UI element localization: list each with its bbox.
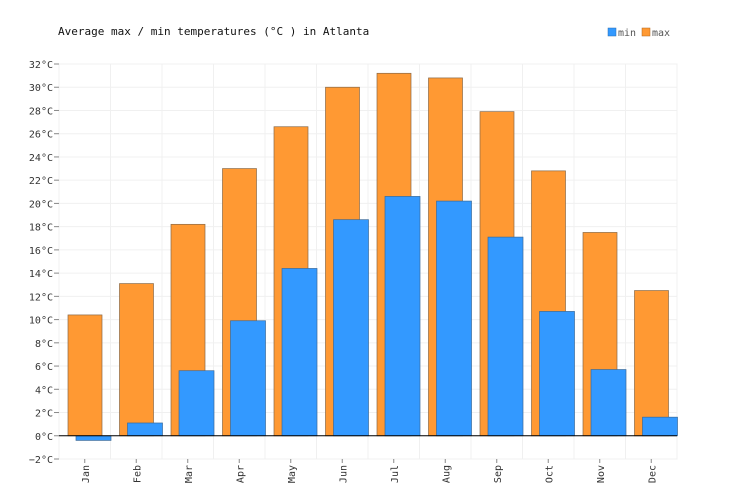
bar-min-jun	[333, 219, 369, 437]
x-tick-label: Mar	[184, 465, 195, 483]
legend-label-min: min	[618, 28, 636, 39]
y-tick-label: 32°C	[29, 60, 53, 71]
y-tick-label: 26°C	[29, 130, 53, 141]
y-tick-label: −2°C	[29, 455, 53, 466]
y-tick-label: 24°C	[29, 153, 53, 164]
x-tick-label: Feb	[132, 465, 143, 483]
x-tick-label: Apr	[235, 465, 246, 483]
legend-swatch-min	[607, 27, 617, 37]
y-tick-label: 4°C	[35, 385, 53, 396]
y-tick-label: 14°C	[29, 269, 53, 280]
legend: min max	[607, 27, 670, 39]
bar-min-dec	[642, 416, 678, 437]
x-tick-label: Nov	[596, 465, 607, 483]
bar-max-jan	[67, 314, 103, 437]
y-tick-label: 22°C	[29, 176, 53, 187]
y-tick-label: 28°C	[29, 106, 53, 117]
bar-min-jan	[75, 435, 112, 441]
bar-min-sep	[487, 236, 524, 437]
chart-title: Average max / min temperatures (°C ) in …	[58, 25, 369, 38]
x-tick-label: Jul	[390, 465, 401, 483]
bar-min-aug	[436, 200, 472, 437]
bar-min-apr	[230, 320, 266, 437]
x-tick-label: Jun	[338, 465, 349, 483]
y-tick-label: 30°C	[29, 83, 53, 94]
x-tick-label: Oct	[544, 465, 555, 483]
bar-min-jul	[384, 196, 421, 437]
bar-min-mar	[178, 370, 215, 437]
legend-swatch-max	[641, 27, 651, 37]
bars	[67, 72, 678, 441]
x-tick-label: Jan	[81, 465, 92, 483]
y-axis-ticks: −2°C 0°C 2°C 4°C 6°C 8°C 10°C 12°C 14°C 16°C 18°C 2…	[29, 60, 59, 466]
y-tick-label: 2°C	[35, 409, 53, 420]
bar-max-dec	[634, 290, 669, 437]
x-tick-label: Dec	[647, 465, 658, 483]
bar-min-feb	[127, 422, 163, 437]
y-tick-label: 16°C	[29, 246, 53, 257]
x-tick-label: May	[287, 465, 298, 483]
bar-max-feb	[119, 283, 154, 437]
bar-min-nov	[590, 369, 627, 437]
y-tick-label: 10°C	[29, 316, 53, 327]
y-tick-label: 0°C	[35, 432, 53, 443]
y-tick-label: 20°C	[29, 199, 53, 210]
x-axis-ticks: Jan Feb Mar Apr May Jun Jul Aug Sep Oct Nov Dec	[81, 459, 658, 483]
y-tick-label: 8°C	[35, 339, 53, 350]
x-tick-label: Aug	[441, 465, 452, 483]
bar-min-oct	[539, 311, 575, 437]
bar-min-may	[281, 268, 318, 437]
legend-label-max: max	[652, 28, 670, 39]
x-tick-label: Sep	[493, 465, 504, 483]
y-tick-label: 6°C	[35, 362, 53, 373]
y-tick-label: 18°C	[29, 223, 53, 234]
y-tick-label: 12°C	[29, 292, 53, 303]
